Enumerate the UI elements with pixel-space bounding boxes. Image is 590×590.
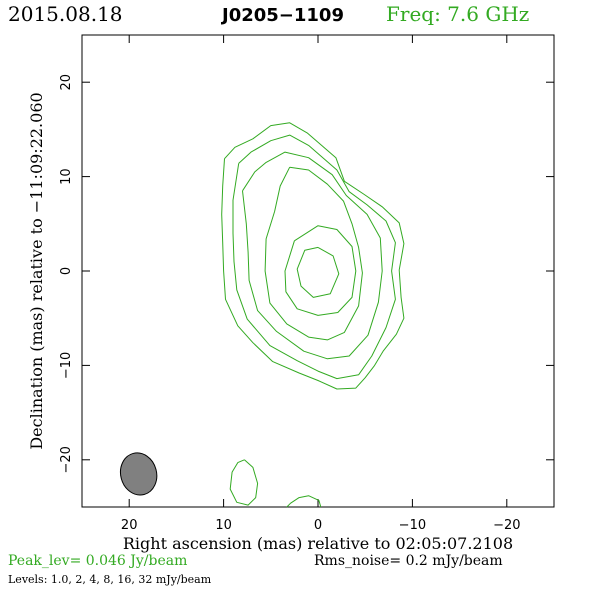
x-tick-label: −10 [399,518,426,533]
observation-date: 2015.08.18 [8,2,123,26]
y-tick-label: −20 [59,446,74,473]
x-tick-label: −20 [493,518,520,533]
contour-line [242,151,383,360]
axis-ticks [82,35,554,507]
contour-line [221,122,405,390]
plot-frame [81,34,555,508]
peak-level: Peak_lev= 0.046 Jy/beam [8,553,188,569]
y-axis-label: Declination (mas) relative to −11:09:22.… [27,92,46,449]
tick-labels: 20 10 0 −10 −20 20 10 0 −10 −20 [59,74,521,533]
y-tick-label: 10 [59,168,74,185]
contour-line [286,495,322,508]
beam-ellipse [119,452,158,496]
y-tick-label: 20 [59,74,74,91]
contour-line [296,246,340,298]
y-tick-label: −10 [59,352,74,379]
x-tick-label: 0 [314,518,322,533]
frequency-label: Freq: 7.6 GHz [386,2,530,26]
y-tick-label: 0 [59,267,74,275]
x-tick-label: 10 [215,518,232,533]
x-tick-label: 20 [121,518,138,533]
contour-line [229,459,259,506]
contour-line [264,166,363,341]
contour-line [284,225,357,316]
contour-line [232,134,396,380]
contour-group [221,122,405,508]
contour-levels: Levels: 1.0, 2, 4, 8, 16, 32 mJy/beam [8,573,212,586]
rms-noise: Rms_noise= 0.2 mJy/beam [314,553,503,569]
x-axis-label: Right ascension (mas) relative to 02:05:… [123,534,513,553]
beam-group [119,452,158,496]
source-name: J0205−1109 [222,5,344,26]
